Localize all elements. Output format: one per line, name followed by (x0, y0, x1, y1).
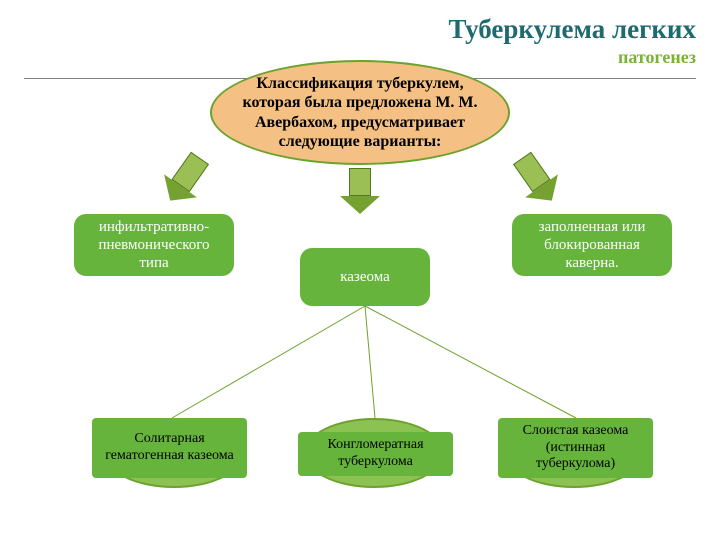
connector-line (365, 306, 375, 418)
level1-node-middle: казеома (300, 248, 430, 306)
level2-node-label: Конгломератная туберкулома (306, 437, 445, 471)
root-node: Классификация туберкулем, которая была п… (210, 60, 510, 165)
arrow-to-left (154, 147, 217, 213)
arrow-stem (349, 168, 371, 196)
level2-node-2: Конгломератная туберкулома (298, 432, 453, 476)
level1-node-right: заполненная или блокированная каверна. (512, 214, 672, 276)
level1-node-label: казеома (340, 268, 390, 286)
arrow-to-middle (340, 168, 380, 214)
level2-node-1: Солитарная гематогенная казеома (92, 418, 247, 478)
level1-node-left: инфильтративно-пневмонического типа (74, 214, 234, 276)
connector-line (172, 306, 365, 418)
connector-line (365, 306, 576, 418)
level2-node-3: Слоистая казеома (истинная туберкулома) (498, 418, 653, 478)
level2-node-label: Солитарная гематогенная казеома (100, 431, 239, 465)
arrow-to-right (506, 147, 569, 213)
level1-node-label: заполненная или блокированная каверна. (522, 218, 662, 272)
level2-node-label: Слоистая казеома (истинная туберкулома) (506, 423, 645, 473)
page-subtitle: патогенез (448, 47, 696, 68)
page-title: Туберкулема легких (448, 14, 696, 45)
level1-node-label: инфильтративно-пневмонического типа (84, 218, 224, 272)
root-node-text: Классификация туберкулем, которая была п… (236, 74, 484, 151)
arrow-head (340, 196, 380, 214)
header: Туберкулема легких патогенез (448, 14, 696, 68)
